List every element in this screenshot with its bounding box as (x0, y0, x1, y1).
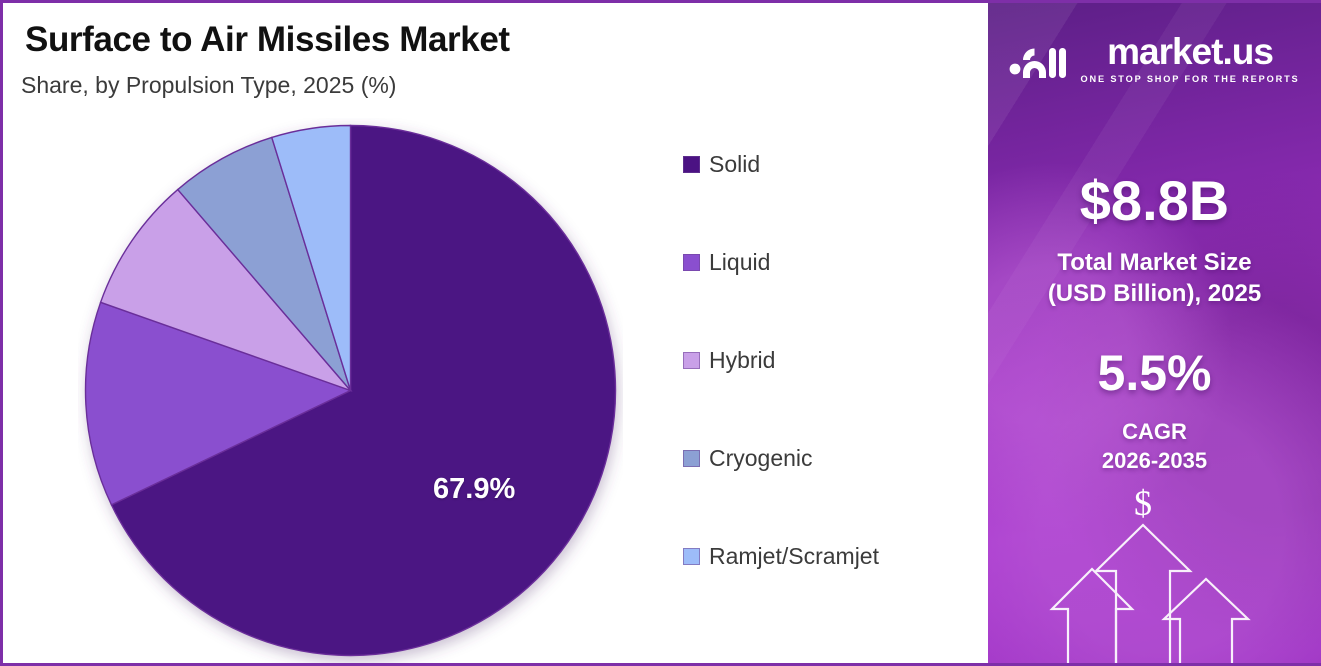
cagr-caption-line1: CAGR (1122, 419, 1187, 444)
legend-item-solid[interactable]: Solid (683, 151, 983, 177)
legend-item-label: Ramjet/Scramjet (709, 542, 879, 569)
logo-tagline: ONE STOP SHOP FOR THE REPORTS (1080, 74, 1300, 84)
chart-subtitle: Share, by Propulsion Type, 2025 (%) (21, 72, 397, 98)
sidebar-content: market.us ONE STOP SHOP FOR THE REPORTS … (988, 3, 1321, 663)
legend-item-liquid[interactable]: Liquid (683, 249, 983, 275)
pie-slice[interactable] (110, 124, 617, 657)
cagr-caption: CAGR 2026-2035 (988, 418, 1321, 475)
legend-swatch-icon (683, 155, 700, 173)
legend-item-label: Cryogenic (709, 444, 813, 471)
legend-swatch-icon (683, 449, 700, 467)
market-size-caption-line1: Total Market Size (1057, 249, 1252, 276)
market-size-caption-line2: (USD Billion), 2025 (1047, 279, 1262, 307)
growth-arrows-icon: $ (1048, 487, 1251, 663)
market-size-caption: Total Market Size (USD Billion), 2025 (988, 248, 1321, 309)
market-us-logo-icon (1010, 47, 1067, 78)
legend-swatch-icon (683, 253, 700, 271)
chart-panel: Surface to Air Missiles Market Share, by… (3, 3, 988, 663)
pie-slice[interactable] (270, 124, 352, 391)
legend-item-label: Liquid (709, 248, 771, 275)
pie-chart: 67.9% (78, 118, 623, 663)
pie-slice[interactable] (99, 188, 353, 393)
brand-logo[interactable]: market.us ONE STOP SHOP FOR THE REPORTS (988, 33, 1321, 84)
stats-sidebar: market.us ONE STOP SHOP FOR THE REPORTS … (988, 3, 1321, 663)
logo-text: market.us ONE STOP SHOP FOR THE REPORTS (1080, 33, 1299, 84)
cagr-caption-line2: 2026-2035 (1101, 447, 1208, 473)
pie-slice-group (84, 124, 617, 657)
legend-item-label: Hybrid (709, 346, 776, 373)
logo-wordmark: market.us (1107, 31, 1274, 72)
legend-swatch-icon (683, 547, 700, 565)
market-size-value: $8.8B (1079, 169, 1230, 232)
dollar-sign-icon: $ (1134, 487, 1152, 523)
pie-slice[interactable] (84, 301, 353, 506)
page-title: Surface to Air Missiles Market (25, 20, 510, 59)
pie-data-label: 67.9% (433, 473, 516, 505)
cagr-value: 5.5% (1097, 345, 1212, 401)
legend-item-cryogenic[interactable]: Cryogenic (683, 445, 983, 471)
legend-item-hybrid[interactable]: Hybrid (683, 347, 983, 373)
chart-legend: Solid Liquid Hybrid Cryogenic Ramjet/Scr… (683, 151, 983, 641)
legend-item-ramjet-scramjet[interactable]: Ramjet/Scramjet (683, 543, 983, 569)
legend-item-label: Solid (709, 150, 761, 177)
pie-chart-svg (84, 124, 617, 657)
legend-swatch-icon (683, 351, 700, 369)
